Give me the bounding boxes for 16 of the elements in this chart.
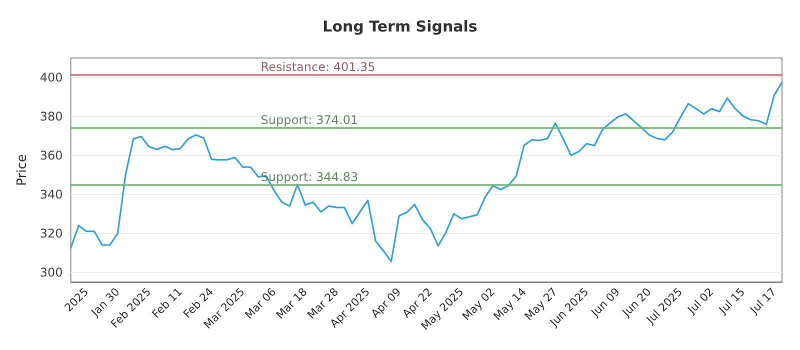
x-tick-label: Jul 17 [747, 285, 779, 318]
chart-title: Long Term Signals [322, 18, 478, 36]
y-tick-label: 340 [40, 187, 63, 202]
y-tick-label: 400 [40, 70, 63, 84]
line-series [70, 82, 783, 262]
y-tick-label: 380 [40, 109, 63, 124]
ref-line-label: Resistance: 401.35 [260, 60, 376, 74]
x-tick-label: Apr 09 [368, 285, 404, 320]
x-tick-label: Jul 02 [684, 285, 716, 318]
y-tick-label: 360 [40, 148, 63, 162]
y-axis-title: Price [15, 154, 30, 186]
x-tick-label: Jul 15 [716, 285, 748, 318]
y-tick-label: 320 [40, 226, 63, 240]
x-tick-label: Jun 09 [588, 285, 622, 320]
ref-line-label: Support: 374.01 [260, 113, 358, 128]
y-tick-label: 300 [40, 265, 63, 280]
